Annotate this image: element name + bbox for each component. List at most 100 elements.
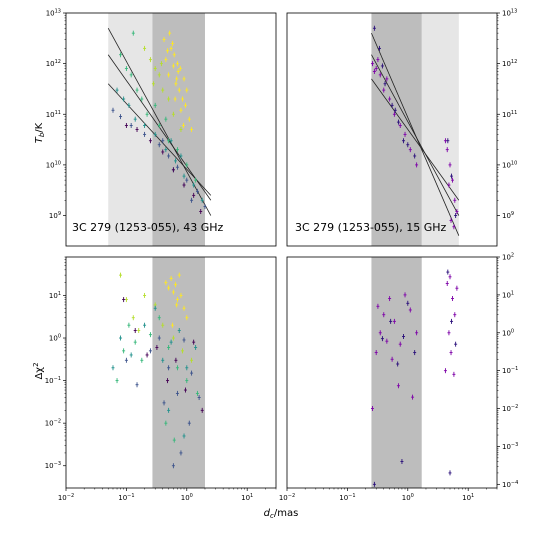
x-tick-label: 101 — [462, 493, 474, 502]
panel-bottom-left: 10−3 10−2 10−1 100 101 10−2 10−1 100 101 — [45, 256, 277, 502]
data-point — [164, 147, 168, 153]
data-point — [169, 138, 173, 144]
data-point — [176, 68, 180, 74]
data-point — [203, 204, 207, 210]
y-tick-label: 1013 — [46, 9, 61, 18]
data-point — [179, 127, 183, 132]
data-point — [179, 107, 183, 113]
data-point — [185, 315, 189, 321]
data-point — [370, 406, 374, 412]
data-point — [161, 87, 165, 93]
data-point — [380, 336, 384, 342]
y-tick-label: 109 — [49, 211, 61, 220]
data-point — [143, 322, 147, 328]
y-tick-label: 1010 — [502, 160, 517, 169]
data-point — [173, 282, 177, 288]
y-tick-label: 1012 — [502, 59, 517, 68]
data-point — [181, 122, 185, 128]
x-axis-label-sub: c — [270, 512, 274, 520]
data-point — [157, 335, 161, 341]
data-point — [135, 87, 139, 93]
y-tick-label: 101 — [502, 290, 514, 299]
y-tick-label: 101 — [49, 291, 61, 300]
panel-bottom-right: 10−4 10−3 10−2 10−1 100 101 102 10−2 10−1 100 101 — [279, 253, 518, 503]
data-point — [406, 142, 410, 148]
data-point — [119, 52, 123, 58]
data-point — [187, 420, 191, 426]
x-axis-label-main: d — [264, 508, 271, 519]
data-point — [167, 285, 171, 291]
plot-area — [370, 257, 459, 488]
data-point — [396, 119, 400, 125]
x-tick-label: 101 — [241, 493, 253, 502]
data-point — [148, 138, 152, 144]
y-tick-label: 1012 — [46, 59, 61, 68]
fit-line-2 — [107, 83, 212, 196]
panel-top-left: 109 1010 1011 1012 1013 — [46, 9, 277, 247]
y-tick-label: 10−3 — [45, 461, 61, 470]
data-point — [171, 40, 175, 46]
data-point — [175, 76, 179, 82]
data-point — [145, 111, 149, 117]
data-point — [140, 96, 144, 102]
data-point — [378, 330, 382, 336]
data-point — [187, 116, 191, 122]
data-point — [171, 63, 175, 69]
y-tick-label: 10−3 — [502, 442, 518, 451]
data-point — [445, 147, 449, 153]
data-point — [157, 142, 161, 148]
data-point — [119, 335, 123, 341]
data-point — [171, 289, 175, 295]
data-point — [157, 72, 161, 78]
data-point — [447, 182, 451, 188]
data-point — [393, 107, 397, 113]
data-point — [382, 87, 386, 93]
x-tick-label: 100 — [402, 493, 414, 502]
data-point — [162, 400, 166, 406]
data-point — [178, 66, 182, 72]
data-point — [166, 378, 170, 384]
data-point — [174, 81, 178, 87]
data-point — [199, 209, 203, 215]
x-tick-label: 10−2 — [279, 493, 295, 502]
data-point — [455, 209, 459, 215]
data-point — [450, 318, 454, 324]
data-point — [122, 348, 126, 354]
x-tick-label: 10−1 — [118, 493, 134, 502]
shaded-band — [371, 257, 422, 488]
data-point — [392, 318, 396, 324]
data-point — [454, 341, 458, 347]
data-point — [135, 382, 139, 388]
y-axis-label-bottom-sup: 2 — [32, 362, 40, 366]
data-point — [372, 25, 376, 31]
y-axis-label-top: Tb/K — [34, 122, 46, 143]
data-point — [449, 217, 453, 223]
data-point — [162, 36, 166, 42]
data-point — [185, 177, 189, 183]
x-axis-label: dc/mas — [264, 508, 299, 520]
data-point — [182, 433, 186, 439]
data-point — [194, 177, 198, 183]
data-point — [153, 305, 157, 311]
data-point — [452, 224, 456, 230]
data-point — [200, 407, 204, 413]
data-point — [378, 72, 382, 78]
data-point — [171, 167, 175, 173]
y-tick-label: 10−4 — [502, 480, 518, 489]
data-point — [388, 296, 392, 302]
data-point — [169, 339, 173, 345]
data-point — [179, 292, 183, 298]
data-point — [448, 470, 452, 476]
data-point — [111, 107, 115, 113]
data-point — [382, 312, 386, 318]
data-point — [133, 116, 137, 122]
panel-top-right: 109 1010 1011 1012 1013 — [286, 9, 517, 247]
data-point — [415, 162, 419, 168]
data-point — [372, 481, 376, 487]
plot-area — [370, 13, 460, 246]
data-point — [190, 370, 194, 376]
y-tick-label: 100 — [49, 334, 61, 343]
y-tick-label: 109 — [502, 211, 514, 220]
data-point — [448, 274, 452, 280]
